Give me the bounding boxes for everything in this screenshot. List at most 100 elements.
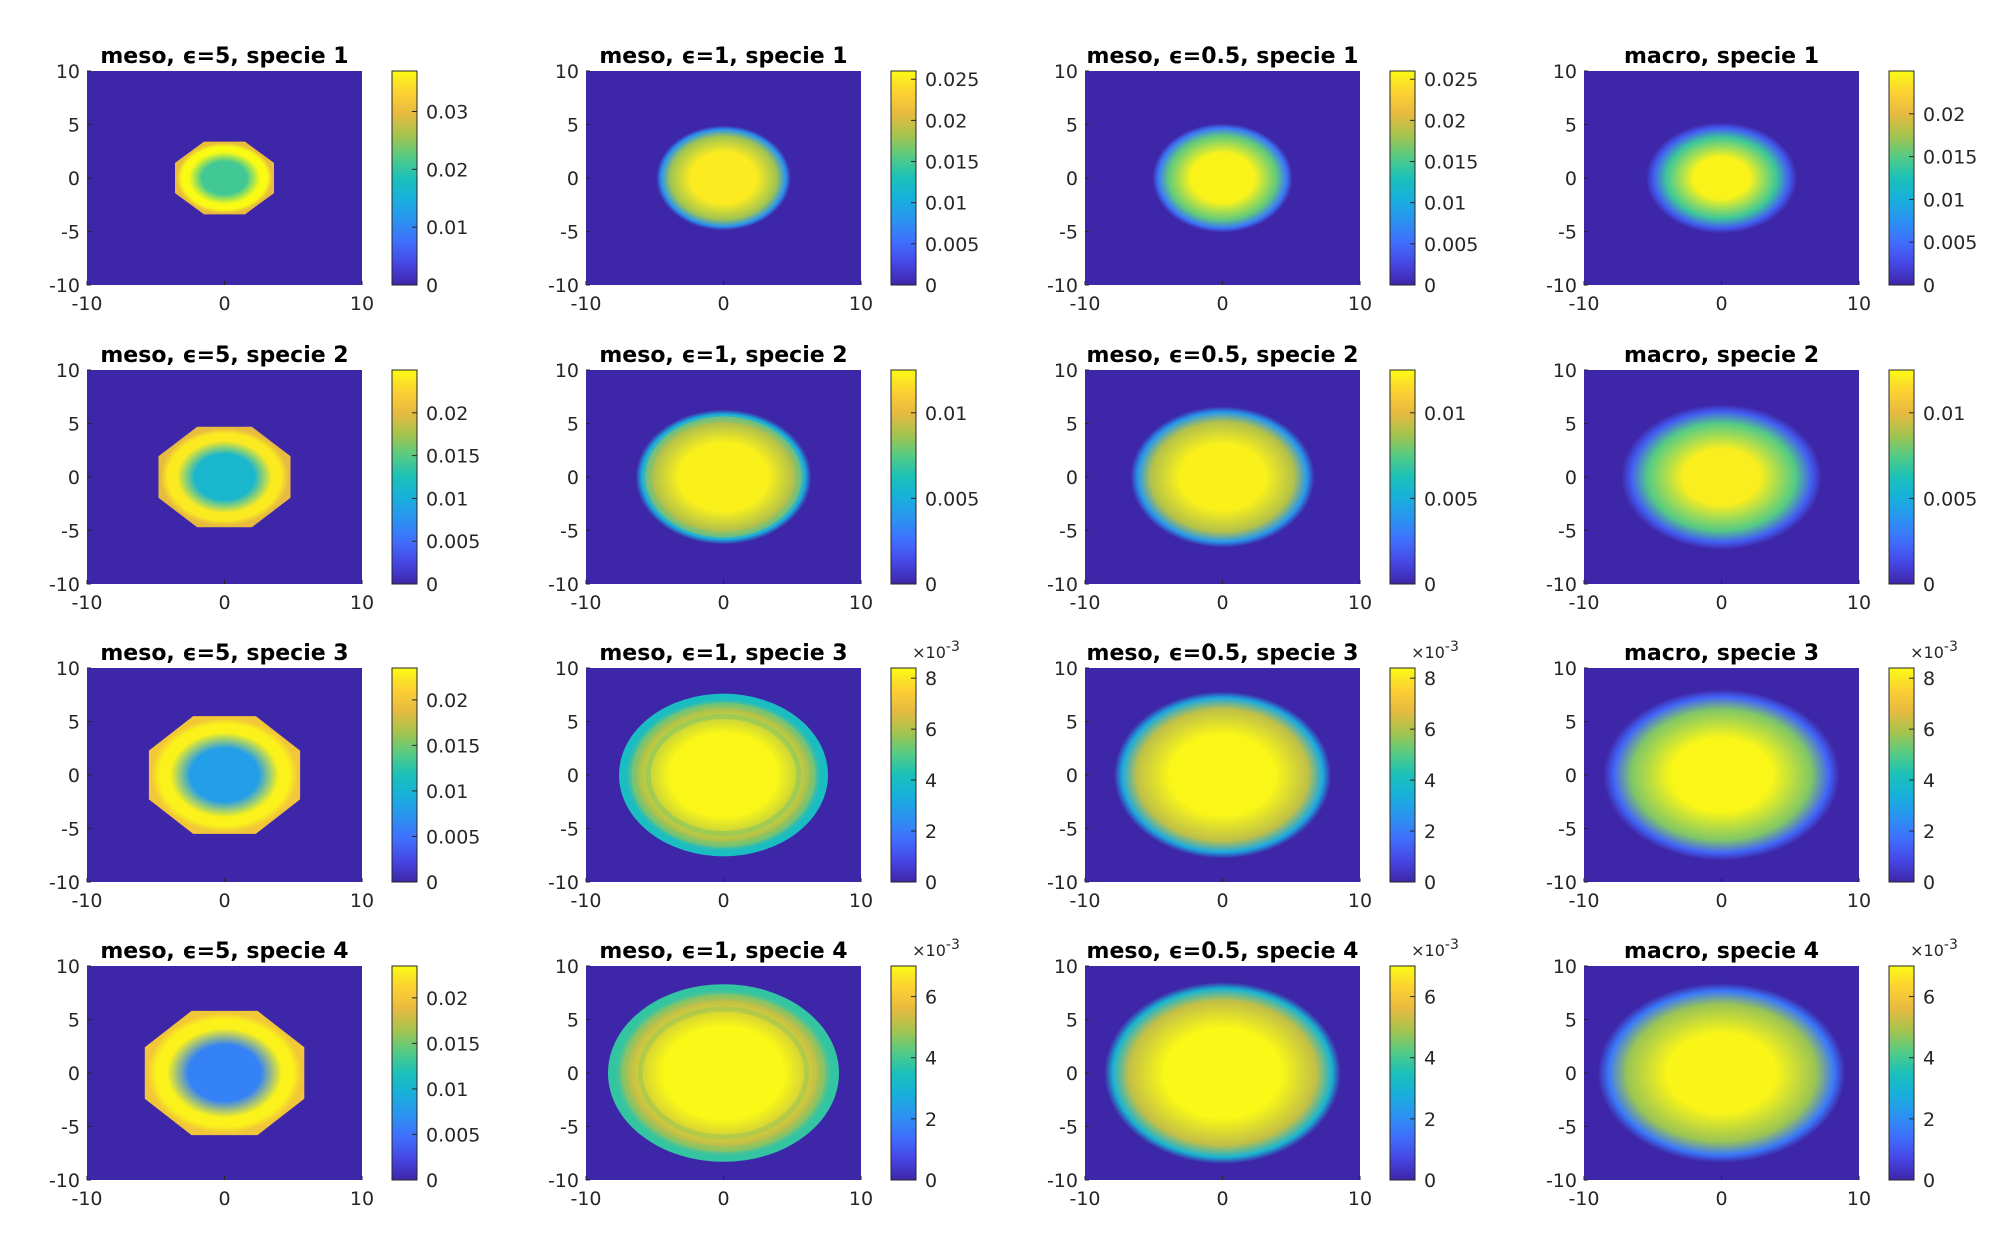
colorbar-tick-label: 0.01	[426, 1079, 468, 1101]
colorbar	[890, 70, 917, 286]
colorbar	[1888, 369, 1915, 585]
colorbar-tick-label: 0.025	[925, 69, 979, 91]
colorbar-tick-label: 0.01	[426, 781, 468, 803]
colorbar	[890, 369, 917, 585]
y-tick-label: 5	[567, 414, 579, 436]
colorbar-tick-label: 0.025	[1424, 69, 1478, 91]
y-tick-label: 10	[555, 956, 579, 978]
y-tick-label: 10	[1553, 360, 1577, 382]
x-tick-label: -10	[71, 592, 102, 614]
colorbar-tick-label: 6	[1923, 719, 1935, 741]
y-tick-label: 10	[555, 360, 579, 382]
colorbar-tick-label: 4	[925, 770, 937, 792]
panel-1-4: macro, specie 1 10 5 0 -5 -10-10 0 10 0 0.005 0.01…	[1546, 44, 1977, 315]
density-blob	[1621, 404, 1822, 550]
y-tick-label: 5	[1066, 414, 1078, 436]
colorbar-tick-label: 0.02	[426, 403, 468, 425]
y-tick-label: 10	[1054, 61, 1078, 83]
colorbar	[890, 667, 917, 883]
panel-2-1: meso, ϵ=5, specie 2 10 5 0 -5 -10-10 0 10 0 0.005…	[49, 343, 480, 614]
colorbar-tick-label: 0	[1923, 574, 1935, 596]
y-tick-label: -10	[1546, 275, 1577, 297]
colorbar-tick-label: 0.015	[426, 1033, 480, 1055]
x-tick-label: -10	[570, 293, 601, 315]
panel-title: macro, specie 3	[1624, 641, 1819, 666]
colorbar-tick-label: 8	[1923, 668, 1935, 690]
heatmap-field	[619, 693, 828, 857]
y-tick-label: 10	[1054, 956, 1078, 978]
y-tick-label: -5	[1558, 521, 1577, 543]
y-tick-label: 5	[68, 1010, 80, 1032]
x-tick-label: 10	[849, 592, 873, 614]
x-tick-label: 10	[350, 1188, 374, 1210]
y-tick-label: -10	[548, 574, 579, 596]
y-tick-label: 5	[1066, 1010, 1078, 1032]
panel-title: macro, specie 1	[1624, 44, 1819, 69]
y-tick-label: 10	[56, 658, 80, 680]
panel-title: meso, ϵ=0.5, specie 3	[1087, 641, 1359, 666]
panel-1-3: meso, ϵ=0.5, specie 1 10 5 0 -5 -10-10 0 10 0 0.0…	[1047, 44, 1478, 315]
density-blob	[635, 409, 812, 545]
colorbar-tick-label: 6	[1424, 719, 1436, 741]
colorbar-tick-label: 0	[1424, 872, 1436, 894]
y-tick-label: 0	[567, 765, 579, 787]
y-tick-label: -5	[1558, 1117, 1577, 1139]
y-tick-label: 5	[1565, 712, 1577, 734]
y-tick-label: -10	[49, 1170, 80, 1192]
colorbar-tick-label: 0.01	[426, 217, 468, 239]
y-tick-label: 10	[56, 956, 80, 978]
x-tick-label: 0	[717, 293, 729, 315]
y-tick-label: 5	[68, 712, 80, 734]
colorbar-tick-label: 8	[925, 668, 937, 690]
x-tick-label: 10	[350, 592, 374, 614]
colorbar-tick-label: 0	[1923, 872, 1935, 894]
x-tick-label: 0	[1715, 592, 1727, 614]
y-tick-label: -10	[1047, 1170, 1078, 1192]
x-tick-label: -10	[71, 293, 102, 315]
colorbar-tick-label: 6	[1424, 987, 1436, 1009]
colorbar-tick-label: 0.015	[1424, 152, 1478, 174]
heatmap-field	[1645, 122, 1798, 234]
colorbar-tick-label: 0.01	[1424, 193, 1466, 215]
heatmap-field	[158, 426, 291, 528]
colorbar-tick-label: 0.02	[426, 690, 468, 712]
density-ring	[645, 713, 802, 837]
colorbar-tick-label: 0.015	[426, 446, 480, 468]
heatmap-field	[1603, 689, 1840, 861]
colorbar-tick-label: 0	[1424, 574, 1436, 596]
colorbar	[890, 965, 917, 1181]
y-tick-label: -10	[49, 872, 80, 894]
y-tick-label: -5	[560, 1117, 579, 1139]
heatmap-field	[144, 1010, 305, 1136]
heatmap-field	[175, 141, 274, 215]
colorbar-tick-label: 0.01	[426, 488, 468, 510]
y-tick-label: -5	[61, 819, 80, 841]
x-tick-label: 10	[1847, 1188, 1871, 1210]
y-tick-label: 0	[68, 1063, 80, 1085]
panel-title: meso, ϵ=5, specie 4	[100, 939, 348, 964]
density-blob	[1603, 689, 1840, 861]
panel-title: meso, ϵ=5, specie 1	[100, 44, 348, 69]
x-tick-label: 10	[1847, 890, 1871, 912]
colorbar-tick-label: 0.02	[426, 159, 468, 181]
x-tick-label: 10	[1348, 592, 1372, 614]
x-tick-label: 10	[1348, 890, 1372, 912]
panel-title: meso, ϵ=5, specie 3	[100, 641, 348, 666]
y-tick-label: -10	[1546, 872, 1577, 894]
y-tick-label: -5	[61, 222, 80, 244]
y-tick-label: 10	[555, 61, 579, 83]
colorbar-tick-label: 0.01	[1923, 189, 1965, 211]
y-tick-label: 5	[1066, 115, 1078, 137]
x-tick-label: 10	[849, 293, 873, 315]
x-tick-label: 10	[1348, 1188, 1372, 1210]
heatmap-field	[1621, 404, 1822, 550]
density-blob	[1597, 983, 1846, 1163]
panel-1-2: meso, ϵ=1, specie 1 10 5 0 -5 -10-10 0 10 0 0.005…	[548, 44, 979, 315]
colorbar-tick-label: 0.005	[1923, 232, 1977, 254]
colorbar-tick-label: 4	[1424, 1048, 1436, 1070]
heatmap-field	[608, 984, 839, 1162]
colorbar-tick-label: 0	[1923, 1170, 1935, 1192]
x-tick-label: 0	[717, 592, 729, 614]
x-tick-label: 10	[350, 890, 374, 912]
